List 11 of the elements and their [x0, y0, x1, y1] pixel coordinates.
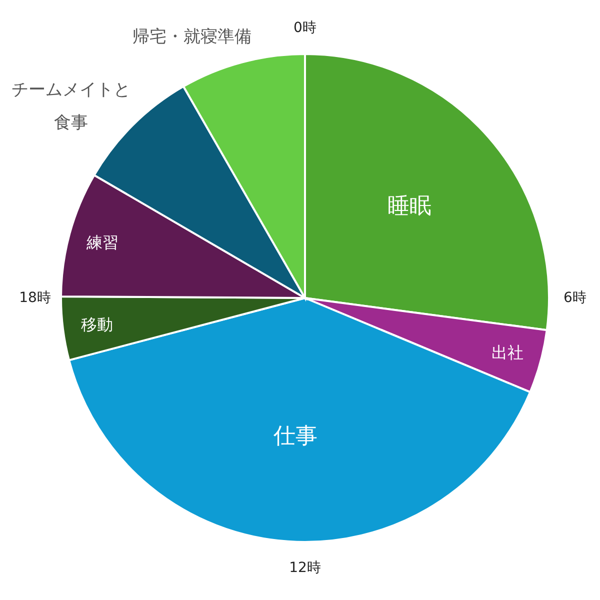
slice-label: 仕事	[272, 424, 318, 450]
slice-label: 睡眠	[388, 194, 432, 219]
slice-label: 移動	[80, 314, 113, 334]
slice-label: 帰宅・就寝準備	[132, 27, 252, 48]
text: 18時	[19, 290, 51, 306]
text: 6時	[564, 290, 586, 306]
slice-label: 出社	[492, 343, 524, 362]
text: 12時	[289, 560, 321, 576]
slice-label: チームメイトと食事	[12, 80, 131, 134]
slice-label: 練習	[86, 233, 119, 252]
text: 0時	[294, 20, 316, 36]
